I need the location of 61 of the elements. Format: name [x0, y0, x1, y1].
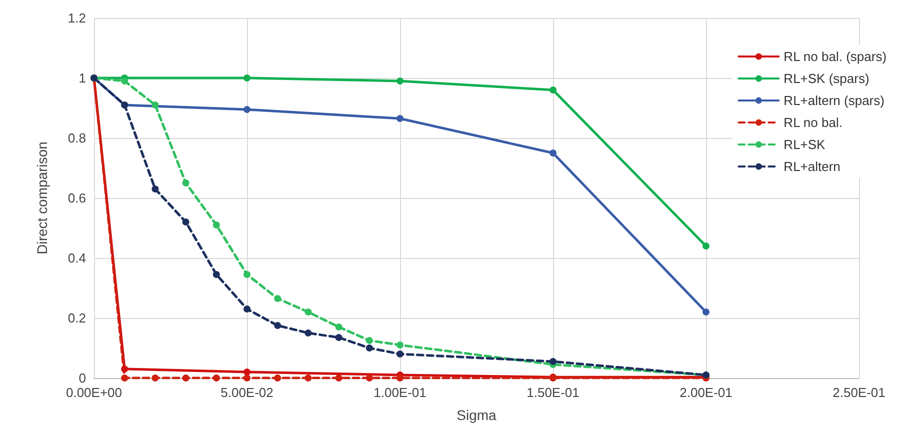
legend-label: RL no bal. (spars): [784, 49, 887, 64]
y-tick-label: 0: [78, 370, 86, 386]
point: [121, 366, 128, 372]
point: [212, 374, 220, 382]
point: [550, 358, 556, 365]
point: [702, 242, 710, 250]
legend-label: RL+SK: [784, 137, 826, 152]
x-tick-label: 2.50E-01: [832, 385, 886, 400]
y-tick-label: 1.2: [68, 10, 86, 26]
point: [274, 322, 282, 329]
point: [212, 271, 220, 278]
x-axis-title: Sigma: [456, 407, 497, 423]
legend-label: RL no bal.: [784, 115, 842, 130]
x-tick-label: 5.00E-02: [220, 385, 274, 400]
point: [152, 102, 159, 108]
point: [335, 374, 342, 382]
point: [244, 271, 250, 278]
y-tick-label: 1: [78, 70, 86, 86]
point: [335, 334, 342, 341]
point: [244, 306, 250, 312]
point: [366, 337, 373, 344]
point: [152, 186, 159, 192]
point: [182, 180, 190, 186]
point: [366, 374, 373, 382]
point: [244, 106, 250, 113]
point: [550, 86, 556, 94]
x-tick-label: 1.50E-01: [526, 385, 580, 400]
point: [304, 308, 312, 316]
y-axis-title: Direct comparison: [34, 142, 50, 254]
point: [182, 218, 190, 226]
point: [396, 374, 404, 382]
point: [212, 222, 220, 228]
x-tick-label: 0.00E+00: [66, 385, 122, 400]
point: [396, 115, 404, 122]
point: [304, 374, 312, 382]
point: [274, 295, 282, 302]
point: [244, 74, 250, 82]
point: [304, 330, 312, 336]
y-tick-label: 0.6: [68, 190, 86, 206]
legend-label: RL+altern: [784, 159, 840, 174]
point: [274, 374, 282, 382]
point: [244, 374, 250, 382]
point: [396, 78, 404, 84]
point: [121, 374, 128, 382]
x-tick-label: 1.00E-01: [374, 385, 426, 400]
point: [335, 324, 342, 330]
y-tick-label: 0.2: [68, 310, 86, 326]
y-tick-label: 0.8: [68, 130, 86, 146]
point: [396, 350, 404, 358]
point: [244, 368, 250, 376]
point: [702, 308, 710, 316]
point: [550, 150, 556, 156]
point: [121, 78, 128, 84]
y-tick-label: 0.4: [68, 250, 86, 266]
point: [152, 374, 159, 382]
point: [182, 374, 190, 382]
legend-label: RL+altern (spars): [784, 93, 884, 108]
point: [366, 344, 373, 352]
point: [396, 342, 404, 348]
x-tick-label: 2.00E-01: [680, 385, 732, 400]
legend-label: RL+SK (spars): [784, 71, 870, 86]
